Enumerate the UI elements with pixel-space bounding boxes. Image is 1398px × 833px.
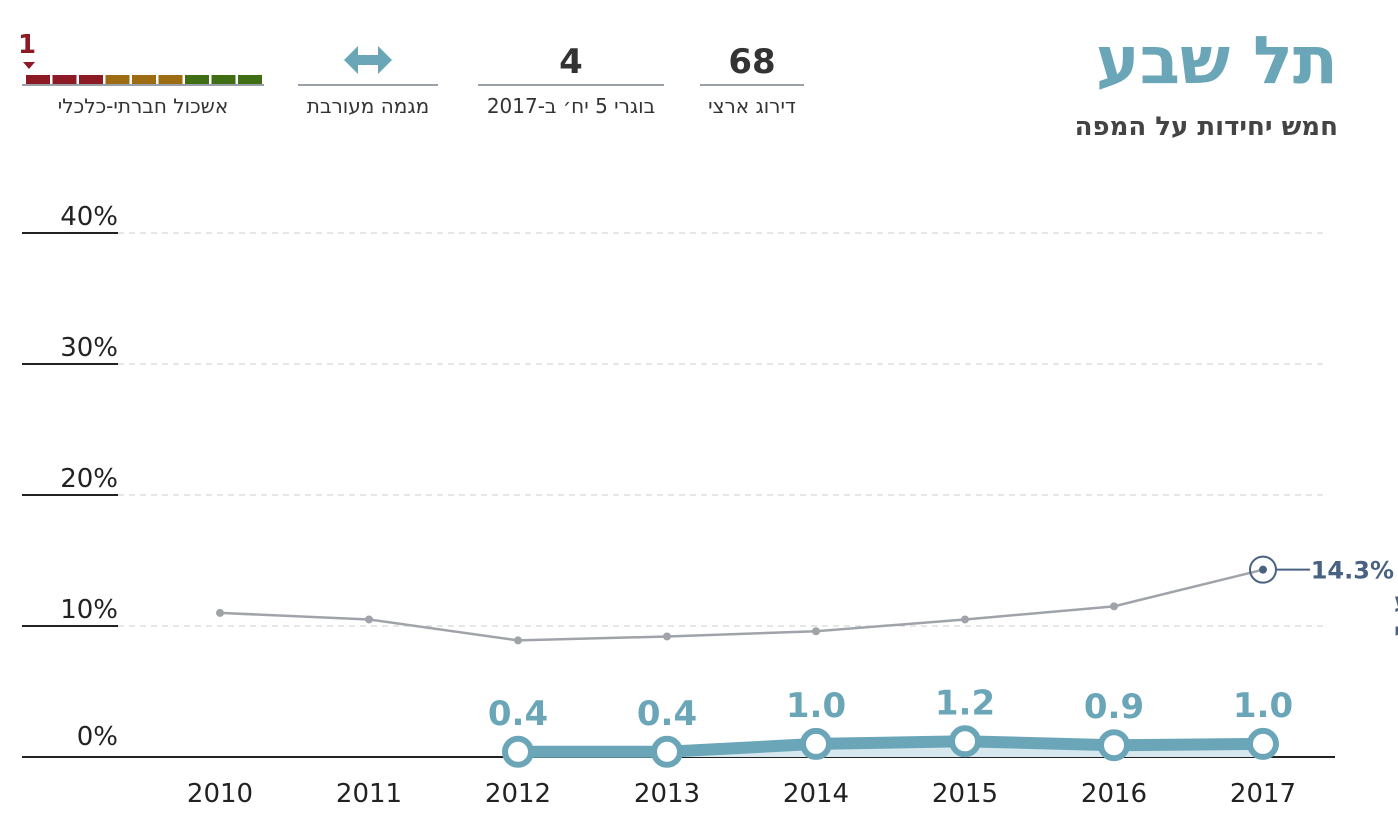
local-data-label: 0.4	[637, 694, 697, 734]
national-average-point	[812, 627, 820, 636]
local-data-label: 0.9	[1084, 687, 1144, 727]
local-data-label: 0.4	[488, 694, 548, 734]
y-tick-label: 10%	[60, 595, 118, 625]
national-average-point	[1259, 565, 1267, 574]
local-data-label: 1.2	[935, 683, 995, 723]
x-tick-label: 2012	[485, 779, 551, 809]
cluster-box	[52, 75, 77, 84]
local-point	[1098, 729, 1130, 762]
page-subtitle: חמש יחידות על המפה	[1074, 112, 1338, 142]
cluster-box	[79, 75, 103, 84]
cluster-box	[26, 75, 50, 84]
cluster-box	[132, 75, 156, 84]
cluster-scale	[22, 62, 264, 86]
x-tick-label: 2010	[187, 779, 253, 809]
local-data-label: 1.0	[1233, 686, 1293, 726]
national-average-point	[1110, 602, 1118, 611]
national-average-point	[216, 608, 224, 617]
national-average-value: 14.3%	[1311, 557, 1394, 585]
national-average-point	[961, 615, 969, 624]
cluster-box	[185, 75, 209, 84]
cluster-box	[105, 75, 130, 84]
y-tick-label: 20%	[60, 464, 118, 494]
stat-label: בוגרי 5 יח׳ ב-2017	[486, 94, 656, 118]
national-average-label: ממוצע	[1394, 588, 1398, 616]
x-tick-label: 2017	[1230, 779, 1296, 809]
y-tick-label: 0%	[77, 722, 118, 752]
cluster-box	[158, 75, 183, 84]
local-line	[518, 735, 1264, 758]
national-average-point	[663, 632, 671, 641]
stat-label: דירוג ארצי	[708, 94, 796, 118]
x-tick-label: 2015	[932, 779, 998, 809]
local-point	[651, 735, 683, 768]
page-title: תל שבע	[1095, 22, 1338, 99]
stat-label: אשכול חברתי-כלכלי	[57, 94, 229, 118]
cluster-marker-icon	[23, 62, 35, 69]
x-tick-label: 2014	[783, 779, 849, 809]
local-point	[949, 725, 981, 758]
local-data-label: 1.0	[786, 686, 846, 726]
stat-label: מגמה מעורבת	[306, 94, 430, 118]
cluster-box	[238, 75, 262, 84]
stat-cluster: 1 אשכול חברתי-כלכלי	[18, 30, 264, 118]
national-average-label: ארצי	[1394, 618, 1398, 646]
y-tick-label: 30%	[60, 333, 118, 363]
stat-graduates: 4 בוגרי 5 יח׳ ב-2017	[478, 40, 664, 118]
local-point	[1247, 727, 1279, 760]
national-average-line	[219, 568, 1264, 642]
stat-value: 68	[728, 42, 776, 82]
stat-national-rank: 68 דירוג ארצי	[700, 40, 804, 118]
cluster-value: 1	[18, 30, 37, 60]
local-point	[502, 735, 534, 768]
stat-value: 4	[559, 42, 583, 82]
double-arrow-icon	[298, 40, 438, 84]
national-average-point	[514, 636, 522, 645]
stat-trend: מגמה מעורבת	[298, 40, 438, 118]
cluster-box	[211, 75, 236, 84]
y-tick-label: 40%	[60, 202, 118, 232]
x-tick-label: 2013	[634, 779, 700, 809]
local-point	[800, 727, 832, 760]
x-tick-label: 2016	[1081, 779, 1147, 809]
x-tick-label: 2011	[336, 779, 402, 809]
national-average-point	[365, 615, 373, 624]
